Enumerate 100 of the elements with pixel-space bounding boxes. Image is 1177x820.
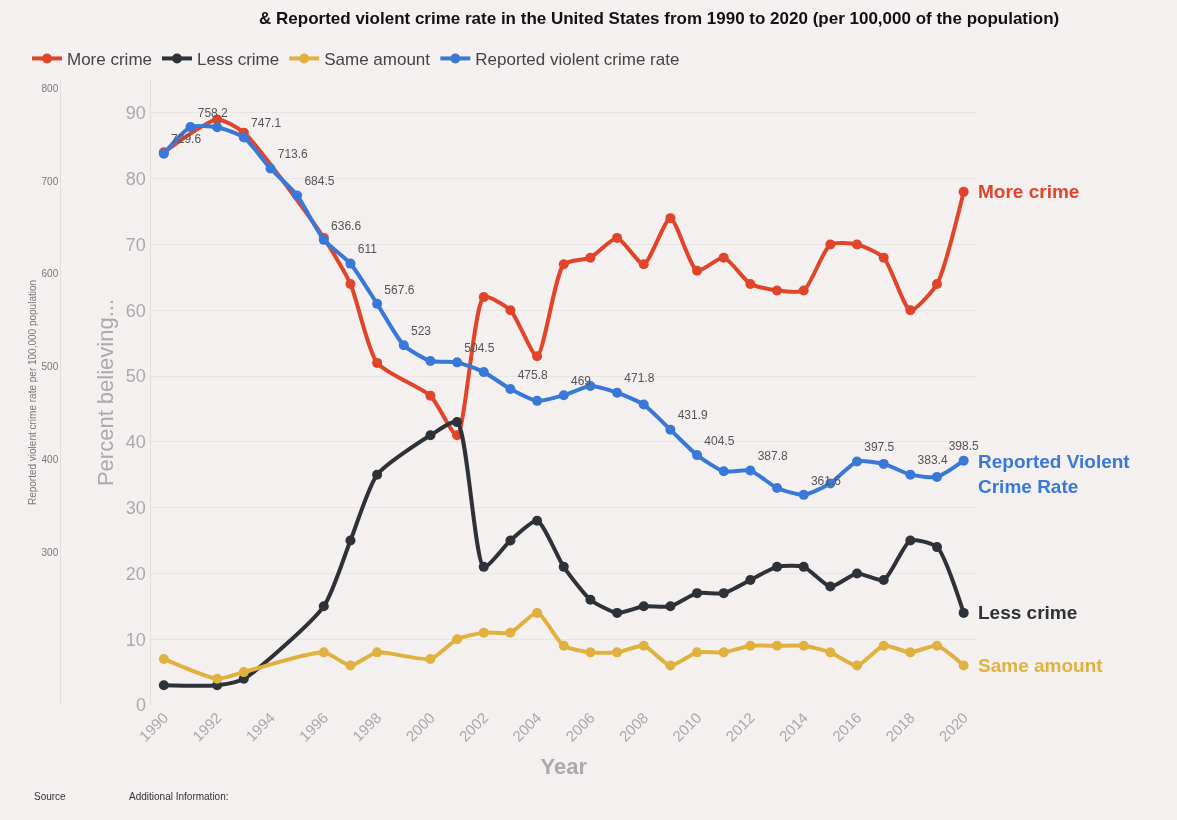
point: [585, 594, 596, 605]
point: [745, 640, 756, 651]
point: [958, 186, 969, 197]
point: [425, 430, 436, 441]
chart-title: & Reported violent crime rate in the United States from 1990 to 2020 (per 100,000 of the population): [259, 9, 1060, 29]
point: [932, 471, 943, 482]
point: [158, 680, 169, 691]
point: [798, 640, 809, 651]
point: [825, 581, 836, 592]
y2-tick-label: 800: [41, 82, 59, 94]
point: [718, 647, 729, 658]
point: [345, 258, 356, 269]
y2-axis-title: Reported violent crime rate per 100,000 population: [26, 279, 38, 506]
point: [878, 640, 889, 651]
point: [372, 647, 383, 658]
data-label: 404.5: [704, 433, 735, 448]
point: [665, 213, 676, 224]
point: [878, 458, 889, 469]
point: [958, 660, 969, 671]
point: [558, 390, 569, 401]
point: [612, 232, 623, 243]
point: [905, 305, 916, 316]
legend-label: Same amount: [324, 50, 431, 70]
data-label: 383.4: [917, 453, 948, 468]
point: [932, 640, 943, 651]
point: [425, 653, 436, 664]
data-label: 758.2: [197, 105, 229, 120]
point: [638, 601, 649, 612]
point: [158, 653, 169, 664]
y2-tick-label: 400: [41, 453, 59, 465]
y2-tick-label: 500: [41, 361, 59, 373]
point: [745, 575, 756, 585]
point: [852, 568, 863, 579]
point: [692, 647, 703, 658]
text: Same amount: [978, 655, 1104, 676]
point: [478, 292, 489, 303]
y-tick-label: 10: [125, 629, 146, 650]
point: [558, 561, 569, 572]
point: [772, 483, 783, 494]
point: [372, 357, 383, 368]
data-label: 397.5: [864, 440, 895, 455]
point: [772, 640, 783, 651]
point: [905, 647, 916, 658]
y2-tick-label: 600: [41, 268, 59, 280]
data-label: 431.9: [677, 408, 709, 423]
data-label: 523: [411, 323, 432, 338]
point: [425, 355, 436, 366]
point: [638, 640, 649, 651]
data-label: 567.6: [384, 282, 415, 297]
point: [852, 239, 863, 250]
point: [958, 455, 969, 466]
point: [372, 298, 383, 309]
point: [692, 265, 703, 276]
data-label: 713.6: [277, 147, 309, 162]
point: [692, 450, 703, 461]
x-axis-title: Year: [540, 754, 588, 780]
point: [878, 252, 889, 263]
point: [825, 239, 836, 250]
data-label: 469: [571, 374, 592, 389]
point: [718, 588, 729, 599]
point: [345, 660, 356, 671]
point: [212, 122, 223, 133]
point: [425, 390, 436, 401]
point: [505, 627, 516, 638]
point: [505, 383, 516, 394]
point: [958, 607, 969, 618]
y2-tick-label: 300: [41, 546, 59, 558]
y-tick-label: 20: [125, 563, 146, 584]
point: [718, 466, 729, 477]
point: [745, 278, 756, 289]
text: Additional Information:: [129, 791, 229, 802]
point: [825, 647, 836, 658]
point: [852, 456, 863, 467]
legend-label: Less crime: [197, 50, 280, 70]
point: [212, 673, 223, 684]
data-label: 475.8: [517, 367, 549, 382]
point: [798, 285, 809, 296]
point: [478, 367, 489, 378]
point: [372, 469, 383, 480]
y-tick-label: 90: [125, 103, 146, 124]
point: [665, 424, 676, 435]
point: [558, 259, 569, 270]
point: [905, 535, 916, 546]
y-axis-title: Percent believing...: [92, 298, 118, 487]
data-label: 611: [357, 242, 378, 257]
data-label: 636.6: [331, 218, 362, 233]
point: [452, 417, 463, 428]
point: [452, 357, 463, 368]
point: [292, 190, 303, 201]
point: [318, 647, 329, 658]
y-tick-label: 30: [125, 497, 146, 518]
point: [905, 469, 916, 480]
point: [398, 340, 409, 351]
y-tick-label: 80: [125, 168, 146, 189]
point: [318, 601, 329, 612]
point: [745, 465, 756, 476]
point: [505, 535, 516, 546]
point: [558, 640, 569, 651]
point: [612, 647, 623, 658]
y2-tick-label: 700: [41, 175, 59, 187]
